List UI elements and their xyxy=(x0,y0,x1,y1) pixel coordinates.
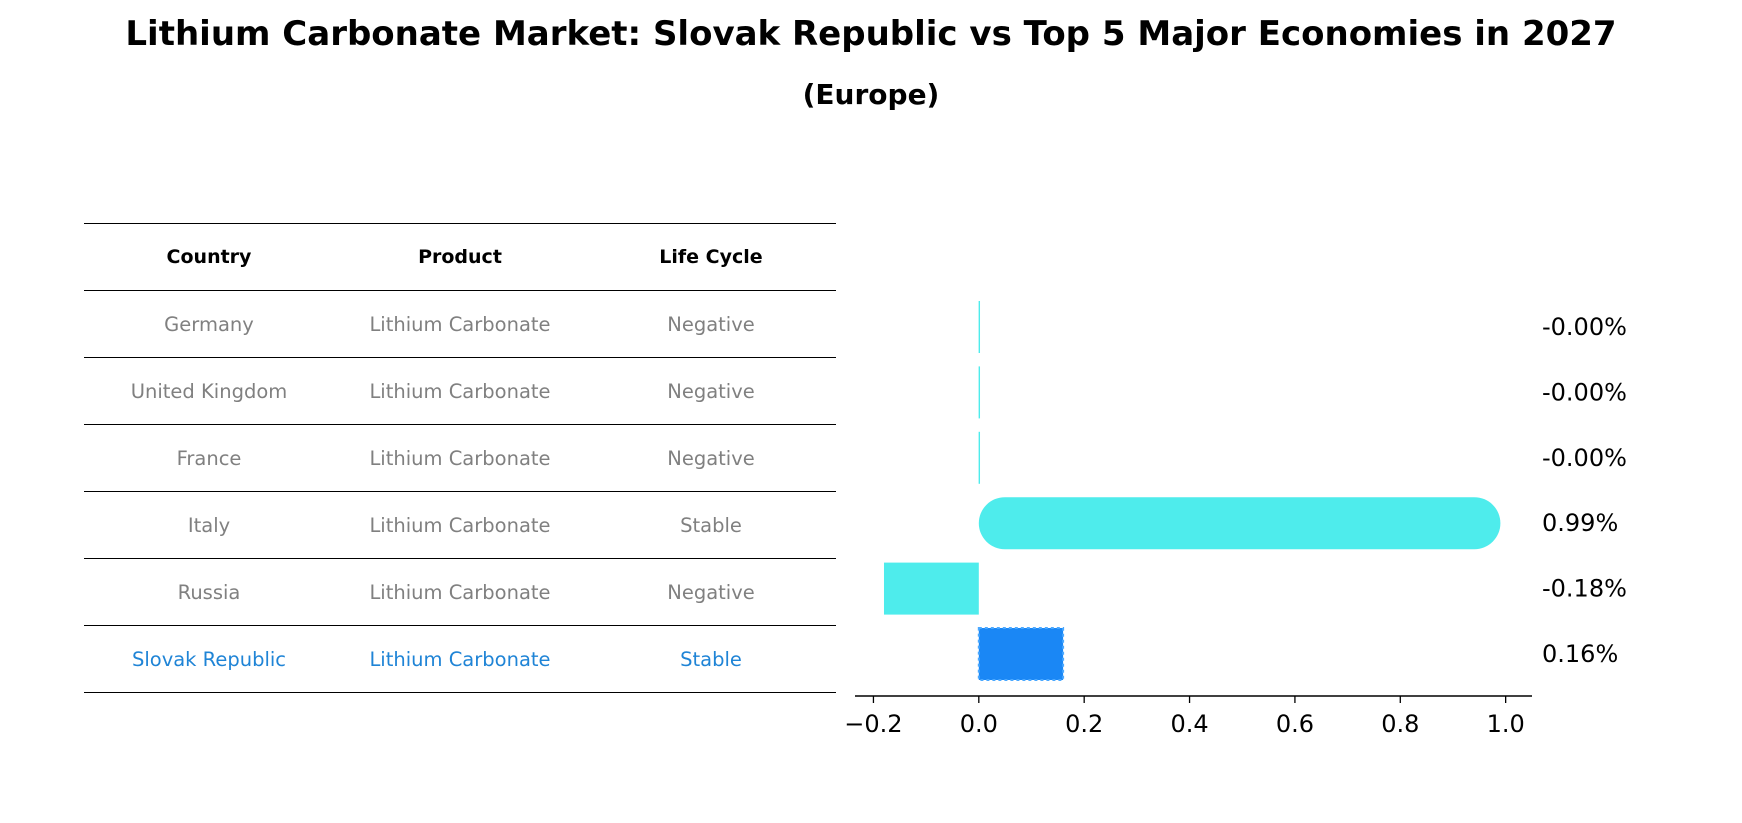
cell-country: France xyxy=(84,424,334,492)
table-row-highlight: Slovak Republic Lithium Carbonate Stable xyxy=(84,625,836,693)
value-label: 0.16% xyxy=(1542,640,1618,668)
cell-product: Lithium Carbonate xyxy=(334,290,586,358)
value-labels-layer: -0.00% -0.00% -0.00% 0.99% -0.18% 0.16% xyxy=(1542,313,1627,668)
table-header-row: Country Product Life Cycle xyxy=(84,223,836,291)
bar-highlight xyxy=(977,627,1065,681)
cell-product: Lithium Carbonate xyxy=(334,357,586,425)
cell-country: Russia xyxy=(84,558,334,626)
x-axis: −0.2 0.0 0.2 0.4 0.6 0.8 1.0 xyxy=(844,695,1532,738)
cell-country: United Kingdom xyxy=(84,357,334,425)
bar xyxy=(978,497,1501,550)
data-table: Country Product Life Cycle Germany Lithi… xyxy=(84,223,836,693)
bar xyxy=(978,301,981,353)
value-label: -0.00% xyxy=(1542,313,1627,341)
value-label: -0.18% xyxy=(1542,575,1627,603)
bars-layer xyxy=(883,301,1501,681)
cell-life-cycle: Negative xyxy=(586,558,836,626)
table-row: Italy Lithium Carbonate Stable xyxy=(84,491,836,559)
cell-country: Slovak Republic xyxy=(84,625,334,693)
chart-title: Lithium Carbonate Market: Slovak Republi… xyxy=(125,14,1617,54)
country-table: Country Product Life Cycle Germany Lithi… xyxy=(84,223,836,693)
value-label: 0.99% xyxy=(1542,509,1618,537)
value-label: -0.00% xyxy=(1542,444,1627,472)
cell-product: Lithium Carbonate xyxy=(334,625,586,693)
cell-product: Lithium Carbonate xyxy=(334,424,586,492)
cell-life-cycle: Negative xyxy=(586,424,836,492)
table-row: United Kingdom Lithium Carbonate Negativ… xyxy=(84,357,836,425)
cell-country: Germany xyxy=(84,290,334,358)
cell-country: Italy xyxy=(84,491,334,559)
cell-life-cycle: Stable xyxy=(586,625,836,693)
cell-life-cycle: Stable xyxy=(586,491,836,559)
cell-life-cycle: Negative xyxy=(586,290,836,358)
x-tick-label: 0.2 xyxy=(1065,710,1103,738)
bar xyxy=(978,431,981,484)
cell-product: Lithium Carbonate xyxy=(334,558,586,626)
x-tick-label: 0.6 xyxy=(1276,710,1314,738)
x-tick-label: 0.0 xyxy=(960,710,998,738)
header-product: Product xyxy=(334,223,586,291)
header-country: Country xyxy=(84,223,334,291)
table-row: France Lithium Carbonate Negative xyxy=(84,424,836,492)
x-tick-label: 1.0 xyxy=(1487,710,1525,738)
bar xyxy=(883,562,979,615)
x-tick-label: 0.4 xyxy=(1170,710,1208,738)
cell-product: Lithium Carbonate xyxy=(334,491,586,559)
table-row: Russia Lithium Carbonate Negative xyxy=(84,558,836,626)
header-life-cycle: Life Cycle xyxy=(586,223,836,291)
cell-life-cycle: Negative xyxy=(586,357,836,425)
table-row: Germany Lithium Carbonate Negative xyxy=(84,290,836,358)
bar xyxy=(978,366,981,419)
chart-subtitle: (Europe) xyxy=(802,78,940,111)
x-tick-label: −0.2 xyxy=(844,710,902,738)
value-label: -0.00% xyxy=(1542,378,1627,406)
x-tick-label: 0.8 xyxy=(1381,710,1419,738)
